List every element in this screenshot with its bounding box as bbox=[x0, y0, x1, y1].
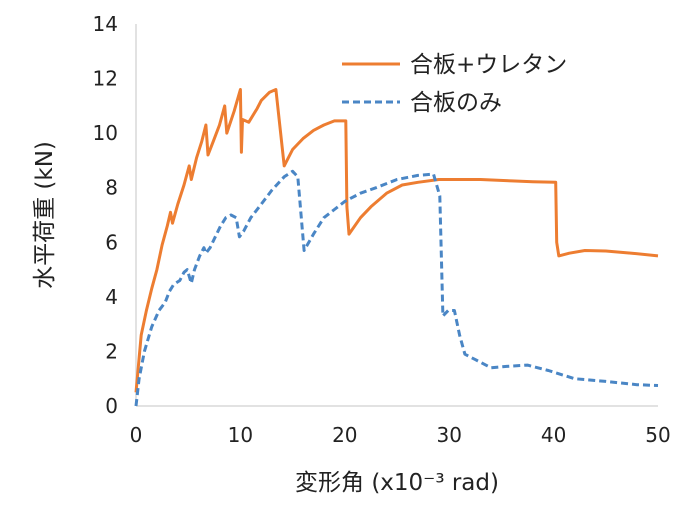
legend-label-series-2: 合板のみ bbox=[410, 90, 502, 116]
y-tick-label: 14 bbox=[93, 12, 118, 36]
x-tick-label: 20 bbox=[332, 423, 357, 447]
y-tick-label: 0 bbox=[105, 394, 118, 418]
x-tick-label: 0 bbox=[130, 423, 143, 447]
y-tick-label: 8 bbox=[105, 176, 118, 200]
y-tick-label: 12 bbox=[93, 67, 118, 91]
x-tick-label: 10 bbox=[228, 423, 253, 447]
legend: 合板+ウレタン 合板のみ bbox=[342, 52, 567, 116]
y-tick-label: 6 bbox=[105, 230, 118, 254]
series-line-1 bbox=[134, 88, 659, 393]
y-axis-title: 水平荷重 (kN) bbox=[32, 141, 58, 289]
x-tick-label: 40 bbox=[541, 423, 566, 447]
y-tick-label: 2 bbox=[105, 339, 118, 363]
x-tick-label: 50 bbox=[645, 423, 670, 447]
y-tick-label: 10 bbox=[93, 121, 118, 145]
y-tick-labels: 0 2 4 6 8 10 12 14 bbox=[93, 12, 118, 418]
series-layer bbox=[134, 88, 659, 407]
series-line-2 bbox=[134, 169, 659, 407]
x-axis-title: 変形角 (x10⁻³ rad) bbox=[295, 470, 499, 496]
x-tick-label: 30 bbox=[436, 423, 461, 447]
x-tick-labels: 0 10 20 30 40 50 bbox=[130, 423, 671, 447]
y-tick-label: 4 bbox=[105, 285, 118, 309]
legend-label-series-1: 合板+ウレタン bbox=[410, 52, 567, 78]
plot-frame bbox=[135, 24, 658, 407]
